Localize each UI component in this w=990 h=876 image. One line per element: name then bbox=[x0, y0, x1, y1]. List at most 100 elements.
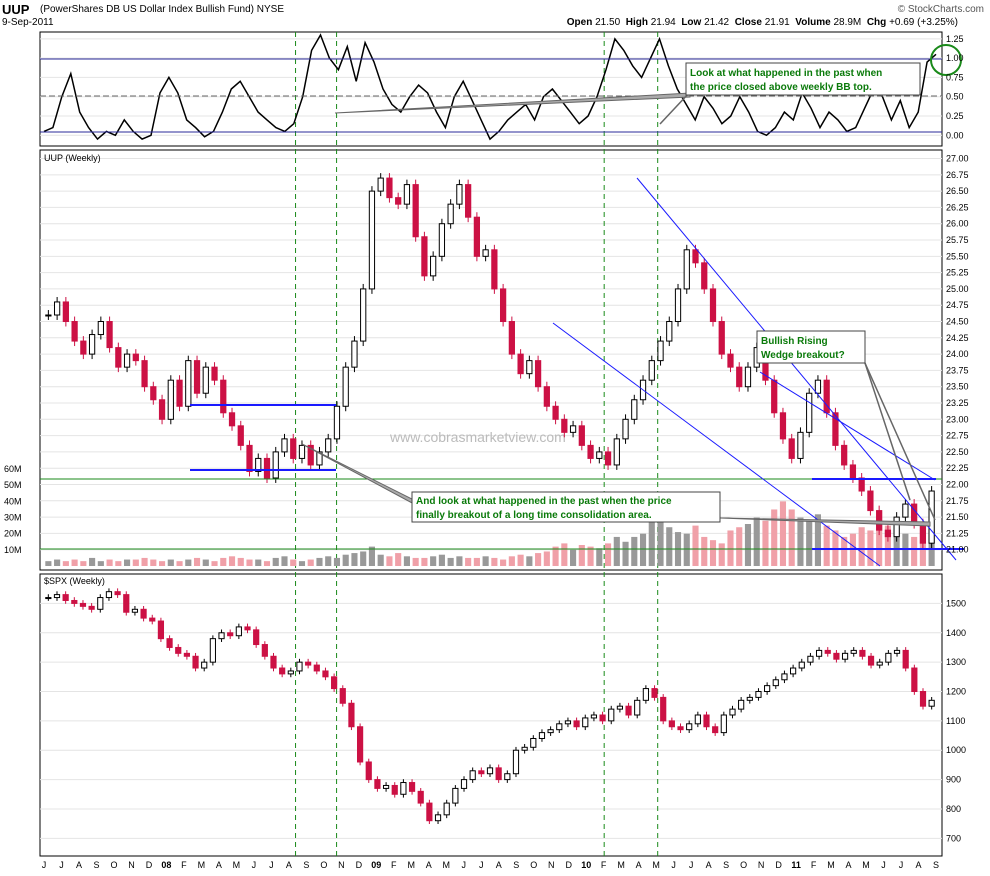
candle-body bbox=[746, 696, 753, 701]
y-tick-label: 25.00 bbox=[946, 284, 969, 294]
x-tick-label: J bbox=[479, 860, 484, 870]
volume-bar bbox=[858, 527, 865, 566]
candle bbox=[902, 499, 909, 523]
candle bbox=[478, 767, 485, 778]
uup-panel-title: UUP (Weekly) bbox=[44, 153, 101, 163]
candle-body bbox=[270, 655, 277, 669]
candle-body bbox=[348, 702, 355, 728]
candle-body bbox=[166, 638, 173, 648]
candle-body bbox=[45, 314, 52, 317]
x-tick-label: 09 bbox=[371, 860, 381, 870]
volume-bar bbox=[124, 559, 131, 566]
candle-body bbox=[744, 366, 752, 388]
candle bbox=[755, 688, 762, 701]
candle bbox=[71, 597, 78, 607]
x-tick-label: M bbox=[443, 860, 451, 870]
candle-body bbox=[325, 438, 332, 453]
candle-body bbox=[279, 667, 286, 675]
candle-body bbox=[832, 412, 839, 446]
volume-bar bbox=[543, 551, 550, 566]
candle-body bbox=[814, 379, 822, 394]
candle-body bbox=[849, 464, 857, 479]
candle bbox=[202, 362, 209, 399]
candle bbox=[356, 723, 364, 766]
x-tick-label: D bbox=[356, 860, 363, 870]
candle-body bbox=[666, 321, 673, 342]
candle bbox=[185, 355, 192, 412]
volume-tick-label: 60M bbox=[4, 464, 22, 474]
x-tick-label: N bbox=[548, 860, 555, 870]
y-tick-label: 1400 bbox=[946, 628, 966, 638]
x-tick-label: M bbox=[408, 860, 416, 870]
candle-body bbox=[552, 405, 559, 420]
volume-bar bbox=[255, 559, 262, 566]
x-tick-label: J bbox=[59, 860, 64, 870]
volume-bar bbox=[246, 559, 253, 566]
candle bbox=[342, 362, 349, 412]
candle bbox=[244, 623, 251, 634]
candle bbox=[140, 605, 147, 622]
volume-bar bbox=[666, 527, 673, 566]
volume-bar bbox=[701, 536, 708, 566]
candle-body bbox=[261, 644, 268, 657]
volume-bar bbox=[692, 525, 699, 566]
candle-body bbox=[738, 699, 745, 710]
x-tick-label: M bbox=[862, 860, 870, 870]
candle bbox=[674, 283, 682, 327]
bb-top-circle bbox=[930, 44, 962, 76]
candle bbox=[482, 244, 489, 262]
candle-body bbox=[296, 661, 303, 672]
candle bbox=[772, 676, 779, 689]
candle-body bbox=[534, 360, 542, 388]
candle-body bbox=[62, 594, 69, 601]
wedge-note-line-2: Wedge breakout? bbox=[761, 350, 845, 361]
volume-bar bbox=[893, 527, 900, 566]
y-tick-label: 21.75 bbox=[946, 496, 969, 506]
volume-bar bbox=[727, 530, 734, 566]
y-tick-label: 26.25 bbox=[946, 202, 969, 212]
volume-bar bbox=[307, 559, 314, 566]
candle-body bbox=[287, 670, 294, 675]
candle-body bbox=[491, 249, 498, 290]
x-tick-label: 10 bbox=[581, 860, 591, 870]
candle bbox=[209, 635, 216, 666]
candle-body bbox=[876, 661, 883, 666]
candle-body bbox=[176, 379, 183, 407]
trendline-mid bbox=[759, 371, 936, 481]
candle-body bbox=[720, 714, 727, 734]
wedge-note-line-1: Bullish Rising bbox=[761, 336, 828, 347]
x-tick-label: S bbox=[933, 860, 939, 870]
x-tick-label: J bbox=[689, 860, 694, 870]
candle-body bbox=[779, 412, 787, 440]
candle bbox=[465, 179, 472, 223]
candle bbox=[512, 746, 520, 778]
x-tick-label: N bbox=[338, 860, 345, 870]
candle-body bbox=[158, 399, 166, 420]
candle bbox=[368, 186, 376, 294]
candle bbox=[166, 635, 173, 651]
candle-body bbox=[235, 626, 242, 637]
candle-body bbox=[561, 418, 568, 433]
y-tick-label: 22.25 bbox=[946, 463, 969, 473]
candle bbox=[634, 697, 641, 719]
candle bbox=[263, 453, 271, 483]
candle-body bbox=[141, 360, 148, 388]
candle bbox=[246, 440, 253, 477]
candle bbox=[798, 658, 805, 672]
candle-body bbox=[356, 726, 364, 763]
candle bbox=[106, 316, 113, 353]
candle bbox=[307, 440, 314, 470]
candle bbox=[508, 316, 515, 360]
candle-body bbox=[482, 249, 489, 257]
x-tick-label: J bbox=[881, 860, 886, 870]
candle bbox=[322, 667, 329, 681]
candle-body bbox=[443, 802, 450, 816]
x-tick-label: J bbox=[899, 860, 904, 870]
x-tick-label: F bbox=[601, 860, 607, 870]
candle bbox=[538, 729, 546, 742]
candle-body bbox=[902, 649, 909, 669]
candle bbox=[53, 591, 61, 601]
candle bbox=[590, 711, 598, 722]
spx-panel-frame bbox=[39, 573, 943, 857]
y-tick-label: 1500 bbox=[946, 598, 966, 608]
